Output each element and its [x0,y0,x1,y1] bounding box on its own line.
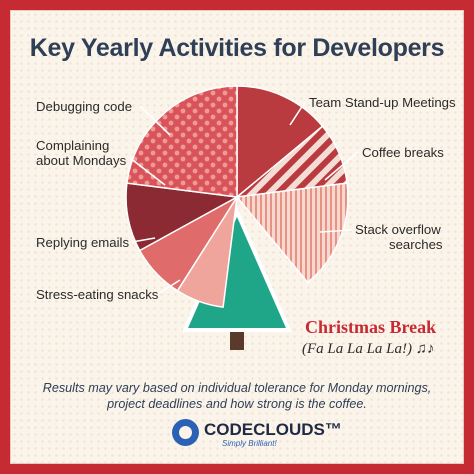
footnote: Results may vary based on individual tol… [20,380,454,412]
brand-name: CODECLOUDS™ [204,420,342,439]
label-complaining: Complaining about Mondays [36,138,126,168]
leader-coffee-breaks [324,151,359,181]
footnote-line2: project deadlines and how strong is the … [107,397,367,411]
leader-replying-emails [131,237,156,243]
label-team-standup: Team Stand-up Meetings [309,95,456,110]
tree-trunk [230,332,244,350]
leader-team-standup [289,101,306,126]
leader-debugging [139,105,171,136]
christmas-annotation: (Fa La La La La!) ♫♪ [302,341,435,357]
leader-complaining [129,157,166,186]
brand-tagline: Simply Brilliant! [222,439,277,448]
label-stack-line2: searches [389,237,443,252]
leader-stress-eating [157,279,181,295]
label-stack-line1: Stack overflow [355,222,441,237]
label-stress-eating: Stress-eating snacks [36,287,159,302]
label-complaining-line2: about Mondays [36,153,127,168]
chart-title: Key Yearly Activities for Developers [29,34,445,62]
slice-debugging-code [126,85,238,198]
label-stack-overflow: Stack overflow searches [355,222,443,252]
footnote-line1: Results may vary based on individual tol… [42,381,432,395]
codeclouds-logo-icon [172,419,199,446]
label-coffee-breaks: Coffee breaks [362,145,444,160]
brand-logo: CODECLOUDS™ Simply Brilliant! [172,419,342,449]
slice-stack-overflow-searches [235,182,349,284]
label-christmas-break: Christmas Break [305,317,437,337]
label-complaining-line1: Complaining [36,138,110,153]
label-debugging: Debugging code [36,99,133,114]
label-replying-emails: Replying emails [36,235,130,250]
slice-team-stand-up-meetings [236,85,324,199]
leader-stack-overflow [319,229,353,233]
